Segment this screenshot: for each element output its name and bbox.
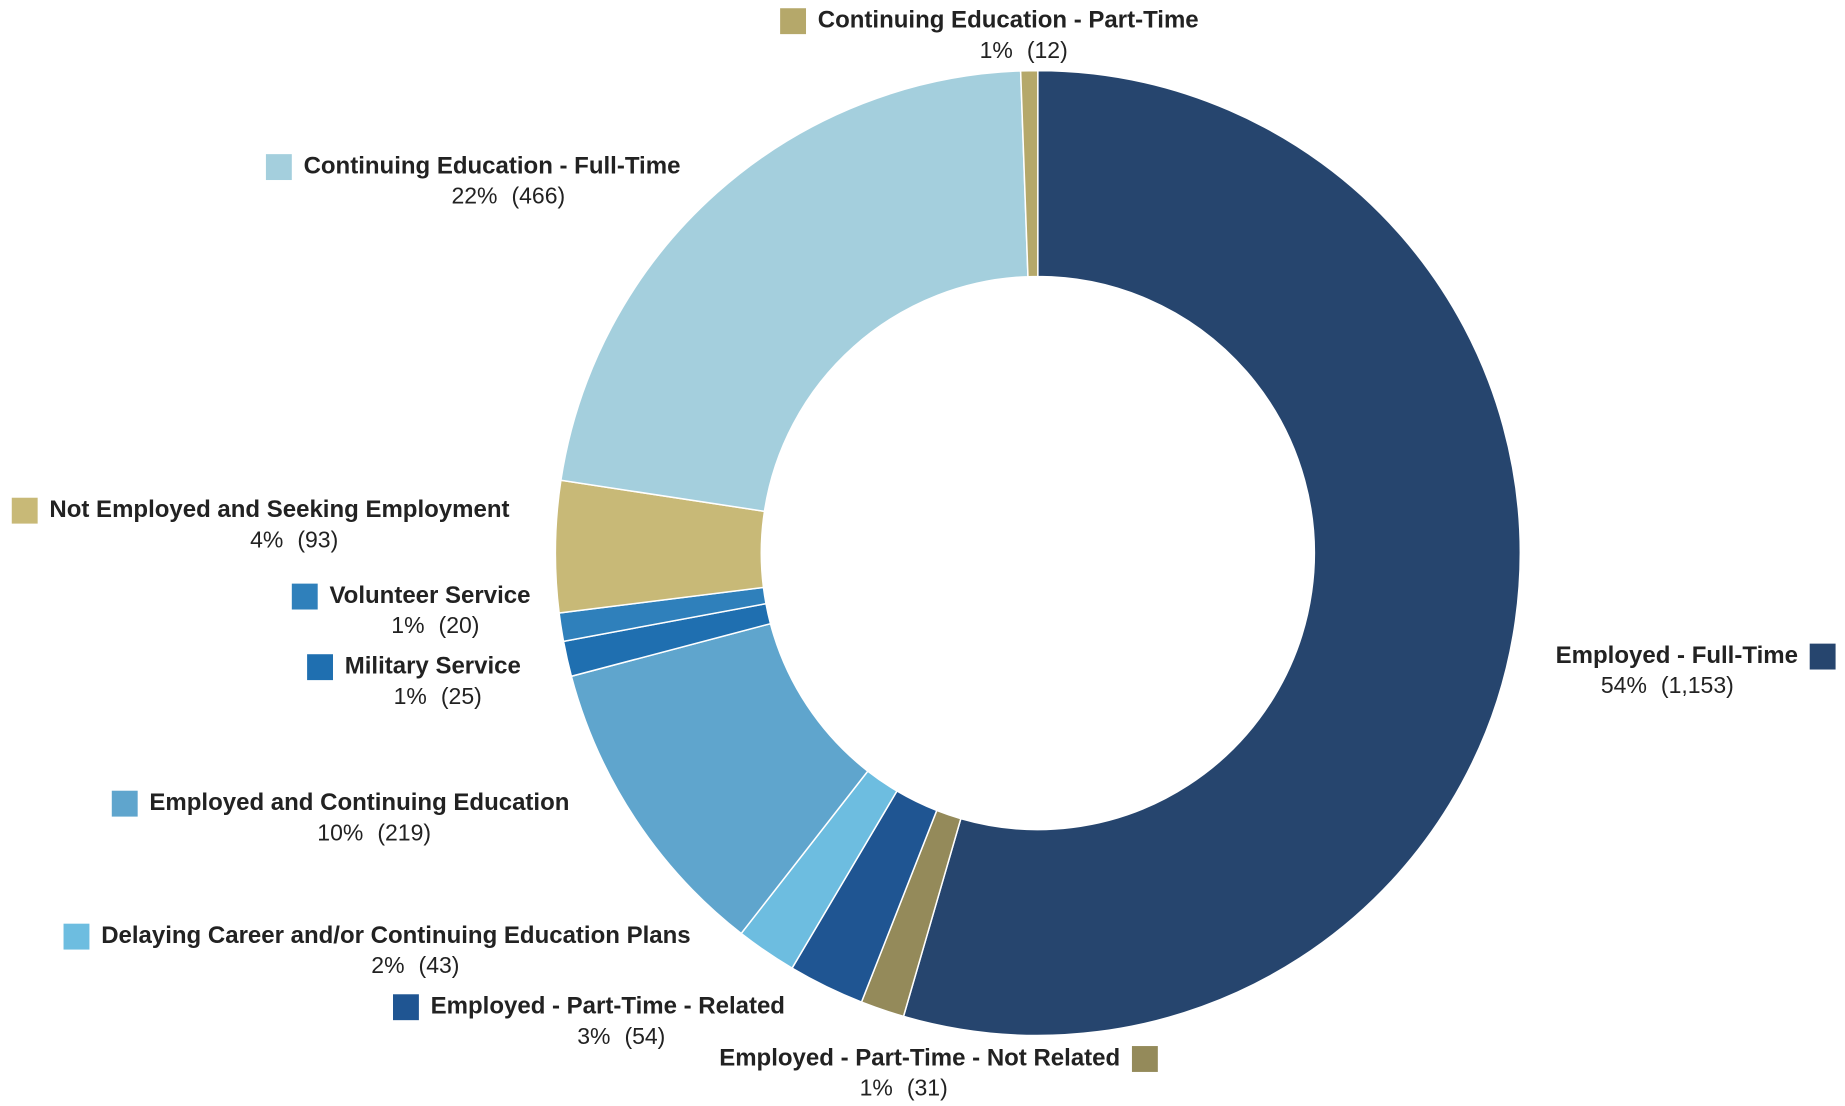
count-label: (466) <box>511 183 565 209</box>
legend-swatch <box>291 583 318 610</box>
legend-swatch <box>1131 1046 1158 1072</box>
legend-label: Not Employed and Seeking Employment 4% (93… <box>11 496 510 552</box>
category-label: Employed - Part-Time - Not Related <box>719 1044 1120 1071</box>
category-label: Continuing Education - Part-Time <box>818 7 1199 34</box>
percent-label: 22% <box>451 183 497 209</box>
percent-label: 54% <box>1601 672 1647 698</box>
legend-label: Employed - Part-Time - Not Related 1% (31) <box>719 1044 1158 1101</box>
donut-slice <box>560 70 1029 513</box>
percent-label: 1% <box>980 37 1013 63</box>
category-label: Military Service <box>345 653 521 680</box>
count-label: (12) <box>1027 37 1068 63</box>
category-label: Volunteer Service <box>329 582 530 609</box>
count-label: (31) <box>907 1075 948 1101</box>
count-label: (20) <box>439 612 480 638</box>
count-label: (219) <box>377 819 431 845</box>
legend-swatch <box>393 994 419 1021</box>
legend-label: Volunteer Service 1% (20) <box>291 582 530 638</box>
legend-swatch <box>111 790 138 817</box>
value-label: 3% (54) <box>577 1023 665 1049</box>
count-label: (93) <box>297 526 338 552</box>
count-label: (25) <box>441 683 482 709</box>
count-label: (54) <box>624 1023 665 1049</box>
category-label: Employed - Part-Time - Related <box>431 993 785 1020</box>
value-label: 1% (12) <box>980 37 1068 63</box>
value-label: 22% (466) <box>451 183 565 209</box>
count-label: (1,153) <box>1661 672 1734 698</box>
percent-label: 2% <box>371 952 404 978</box>
legend-swatch <box>11 497 38 524</box>
donut-slice <box>902 69 1521 1037</box>
donut-slice <box>1019 69 1039 278</box>
count-label: (43) <box>419 952 460 978</box>
value-label: 54% (1,153) <box>1601 672 1734 698</box>
legend-label: Delaying Career and/or Continuing Educat… <box>63 922 691 978</box>
category-label: Employed - Full-Time <box>1556 642 1798 669</box>
legend-label: Continuing Education - Full-Time 22% (466) <box>265 152 681 209</box>
percent-label: 3% <box>577 1023 610 1049</box>
legend-swatch <box>1809 643 1836 670</box>
percent-label: 1% <box>394 683 427 709</box>
legend-label: Employed - Full-Time 54% (1,153) <box>1556 642 1836 698</box>
category-label: Employed and Continuing Education <box>149 789 569 816</box>
legend-swatch <box>780 8 807 35</box>
percent-label: 1% <box>860 1075 893 1101</box>
category-label: Delaying Career and/or Continuing Educat… <box>101 922 690 949</box>
percent-label: 10% <box>317 819 363 845</box>
legend-label: Continuing Education - Part-Time 1% (12) <box>780 7 1199 63</box>
legend-swatch <box>307 654 333 681</box>
value-label: 1% (25) <box>394 683 482 709</box>
legend-label: Military Service 1% (25) <box>307 653 521 709</box>
category-label: Continuing Education - Full-Time <box>304 152 681 179</box>
percent-label: 1% <box>391 612 424 638</box>
legend-swatch <box>265 154 292 181</box>
legend-label: Employed - Part-Time - Related 3% (54) <box>393 993 785 1049</box>
category-label: Not Employed and Seeking Employment <box>49 496 509 523</box>
legend-label: Employed and Continuing Education 10% (219… <box>111 789 569 845</box>
legend-swatch <box>63 923 90 950</box>
value-label: 10% (219) <box>317 819 431 845</box>
percent-label: 4% <box>250 526 283 552</box>
value-label: 1% (20) <box>391 612 479 638</box>
value-label: 4% (93) <box>250 526 338 552</box>
value-label: 1% (31) <box>860 1075 948 1101</box>
value-label: 2% (43) <box>371 952 459 978</box>
donut-slice <box>570 622 869 935</box>
